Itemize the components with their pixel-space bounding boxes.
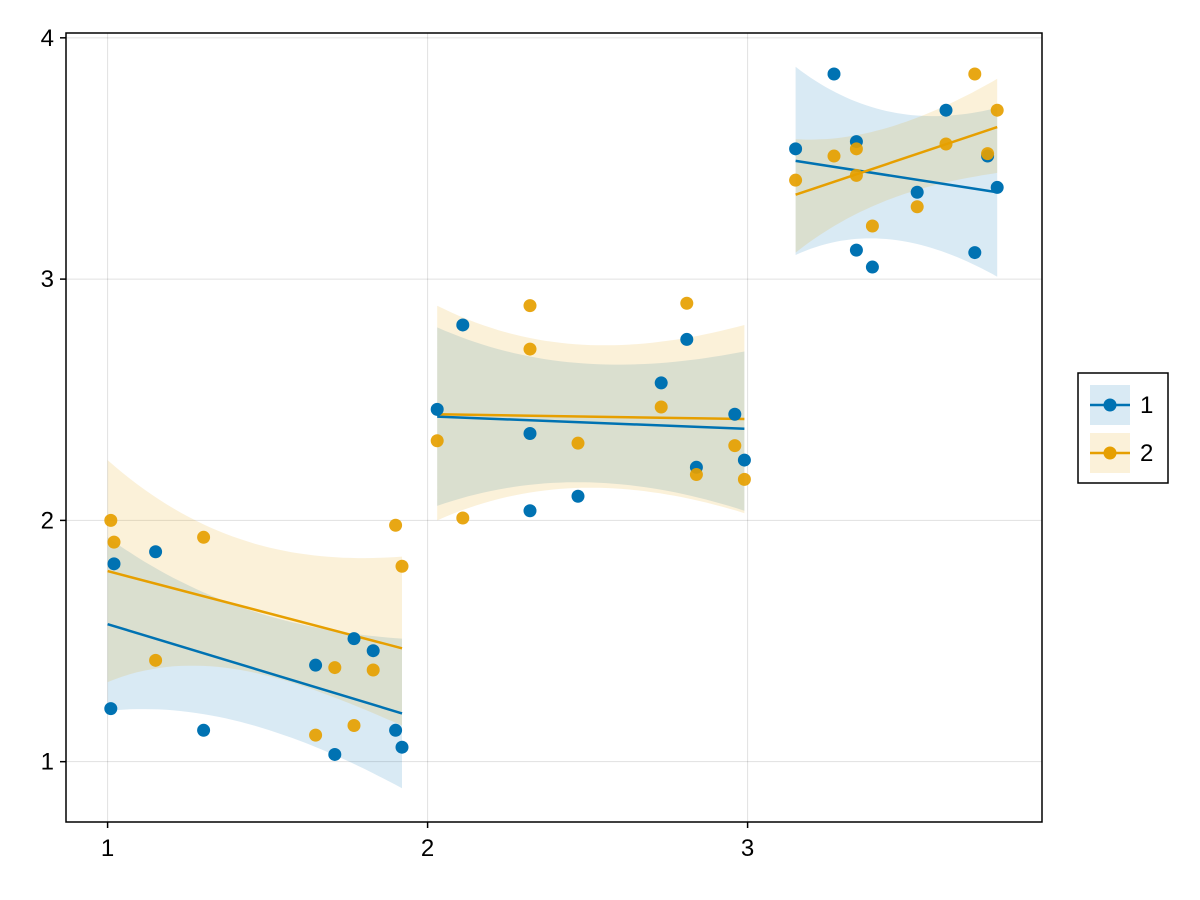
data-points [104,67,1004,761]
confidence-bands [107,66,998,789]
point-s2-12 [523,342,537,356]
point-s1-8 [389,723,403,737]
point-s1-14 [571,489,585,503]
point-s1-15 [654,376,668,390]
ci-band-s1-1 [107,537,402,789]
point-s1-24 [865,260,879,274]
point-s1-18 [728,407,742,421]
point-s1-25 [910,185,924,199]
y-tick-label-0: 1 [41,749,54,776]
point-s1-4 [309,658,323,672]
ci-band-s2-2 [437,305,745,521]
point-s1-10 [430,402,444,416]
ci-band-s2-3 [795,78,998,253]
point-s2-6 [347,718,361,732]
point-s1-2 [149,545,163,559]
point-s2-17 [689,468,703,482]
point-s2-28 [981,147,995,161]
ci-band-s2-1 [107,460,402,726]
point-s1-21 [827,67,841,81]
y-tick-label-3: 4 [41,25,54,52]
point-s2-22 [849,142,863,156]
point-s2-20 [789,173,803,187]
axis-ticks: 1 2 3 1 2 3 4 [41,25,755,862]
point-s2-26 [939,137,953,151]
point-s1-6 [347,632,361,646]
point-s1-26 [939,103,953,117]
ci-band-s1-3 [795,66,998,277]
point-s2-27 [968,67,982,81]
point-s1-9 [395,740,409,754]
legend-label-2: 2 [1140,440,1153,467]
legend-box [1077,372,1169,484]
legend-marker-1 [1103,398,1117,412]
point-s1-0 [104,702,118,716]
point-s2-24 [865,219,879,233]
point-s2-25 [910,200,924,214]
point-s1-23 [849,243,863,257]
point-s2-4 [309,728,323,742]
ci-band-s1-2 [437,327,745,511]
point-s1-20 [789,142,803,156]
fit-line-s2-2 [437,412,745,421]
point-s2-15 [654,400,668,414]
point-s2-9 [395,559,409,573]
y-tick-label-1: 2 [41,507,54,534]
point-s1-12 [523,427,537,441]
point-s2-2 [149,653,163,667]
point-s2-13 [523,299,537,313]
point-s1-3 [197,723,211,737]
point-s2-23 [849,168,863,182]
point-s1-5 [328,747,342,761]
grid-lines [66,33,1042,822]
point-s1-29 [990,180,1004,194]
point-s2-1 [107,535,121,549]
point-s1-7 [366,644,380,658]
x-tick-label-2: 3 [741,835,754,862]
point-s2-16 [680,296,694,310]
point-s2-0 [104,513,118,527]
point-s1-11 [456,318,470,332]
point-s2-5 [328,661,342,675]
point-s2-8 [389,518,403,532]
point-s2-18 [728,439,742,453]
point-s2-10 [430,434,444,448]
point-s2-21 [827,149,841,163]
legend-label-1: 1 [1140,392,1153,419]
x-tick-label-0: 1 [101,835,114,862]
point-s2-29 [990,103,1004,117]
legend: 12 [1077,372,1169,484]
fit-line-s1-3 [795,159,998,194]
point-s2-7 [366,663,380,677]
point-s2-3 [197,530,211,544]
point-s2-11 [456,511,470,525]
point-s1-19 [737,453,751,467]
point-s1-1 [107,557,121,571]
point-s1-27 [968,246,982,260]
legend-marker-2 [1103,446,1117,460]
x-tick-label-1: 2 [421,835,434,862]
point-s2-14 [571,436,585,450]
fit-line-s1-2 [437,415,745,430]
fit-line-s1-1 [107,622,403,715]
fit-line-s2-3 [795,125,998,196]
point-s2-19 [737,472,751,486]
point-s1-16 [680,332,694,346]
y-tick-label-2: 3 [41,266,54,293]
plot-frame [65,32,1043,823]
point-s1-13 [523,504,537,518]
